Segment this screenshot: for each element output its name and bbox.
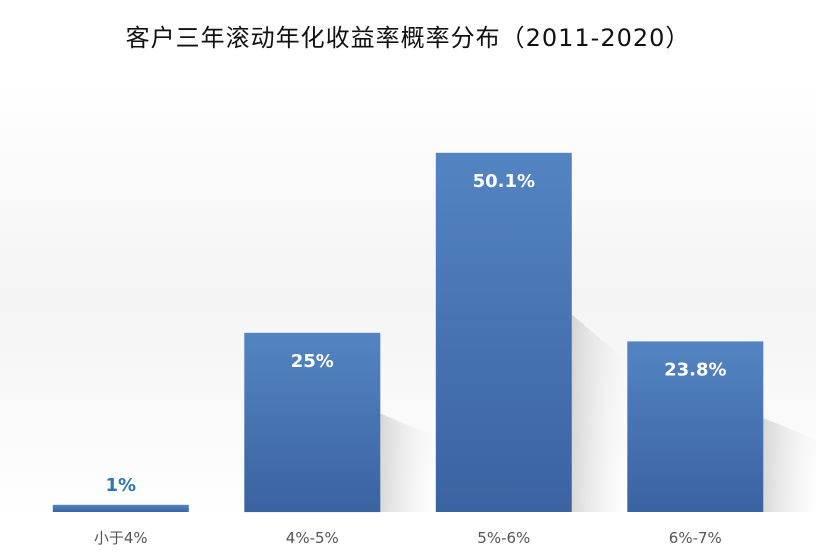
data-label: 25% <box>291 351 334 372</box>
bar <box>627 341 764 512</box>
x-tick-label: 4%-5% <box>286 529 339 547</box>
data-label: 23.8% <box>664 359 726 380</box>
x-axis-tick-group: 小于4% 4%-5% 5%-6% 6%-7% <box>94 529 722 547</box>
bar-group <box>52 152 764 513</box>
data-label: 1% <box>106 475 137 496</box>
data-label: 50.1% <box>473 171 535 192</box>
bar <box>52 504 189 512</box>
data-label-group: 1% 25% 50.1% 23.8% <box>106 171 727 496</box>
bar-shadow <box>763 418 816 512</box>
chart-title: 客户三年滚动年化收益率概率分布（2011-2020） <box>125 24 691 52</box>
x-tick-label: 小于4% <box>94 529 148 547</box>
bar <box>435 152 572 513</box>
bar-shadow <box>571 314 627 512</box>
bar-shadow <box>380 413 436 512</box>
bar-shadows <box>380 314 816 512</box>
x-tick-label: 5%-6% <box>477 529 530 547</box>
bar <box>244 332 381 513</box>
x-tick-label: 6%-7% <box>669 529 722 547</box>
